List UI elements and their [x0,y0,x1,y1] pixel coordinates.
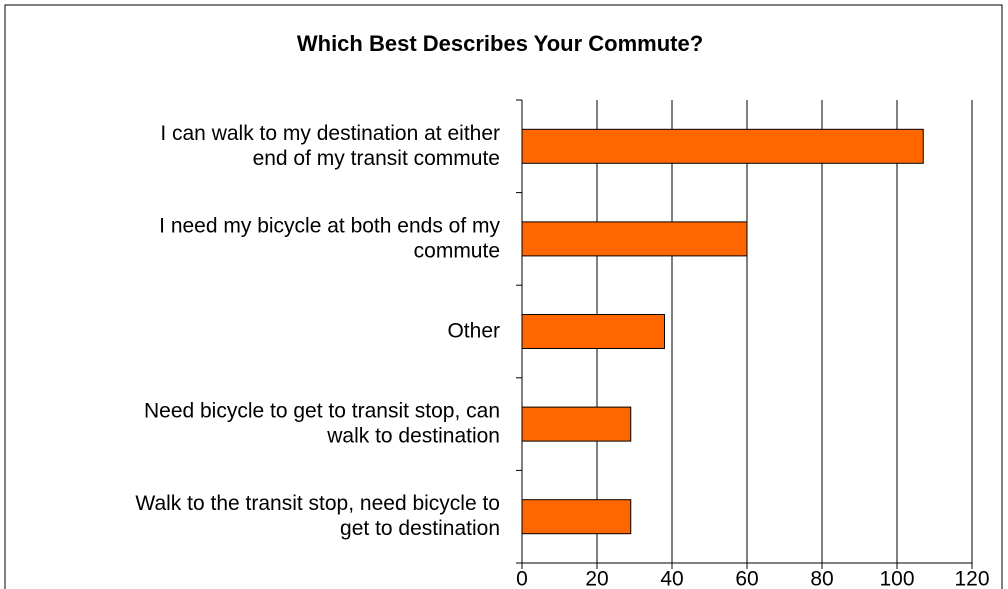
label-line: Need bicycle to get to transit stop, can [144,399,500,422]
chart-frame [4,4,1003,589]
x-tick-label: 80 [810,568,833,589]
label-line: get to destination [340,517,500,540]
bar [521,221,748,257]
bar [521,406,632,442]
label-line: commute [414,239,500,262]
y-tick-label: Need bicycle to get to transit stop, can… [144,399,500,447]
y-tick-label: Walk to the transit stop, need bicycle t… [135,492,500,540]
label-line: I can walk to my destination at either [160,121,500,144]
label-line: Walk to the transit stop, need bicycle t… [135,492,500,515]
label-line: I need my bicycle at both ends of my [159,214,500,237]
x-tick-label: 120 [954,568,989,589]
x-tick-label: 100 [879,568,914,589]
chart-title: Which Best Describes Your Commute? [297,31,703,56]
x-tick-label: 0 [516,568,528,589]
bar [521,499,632,535]
label-line: walk to destination [326,424,500,447]
x-tick-label: 20 [585,568,608,589]
y-tick-label: I can walk to my destination at either en… [160,121,500,169]
bar [521,128,924,164]
x-tick-label: 60 [735,568,758,589]
y-tick-label: Other [447,319,500,342]
x-tick-label: 40 [660,568,683,589]
y-tick-label: I need my bicycle at both ends of my comm… [159,214,500,262]
bar [521,314,665,349]
label-line: Other [447,319,500,342]
label-line: end of my transit commute [253,146,500,169]
